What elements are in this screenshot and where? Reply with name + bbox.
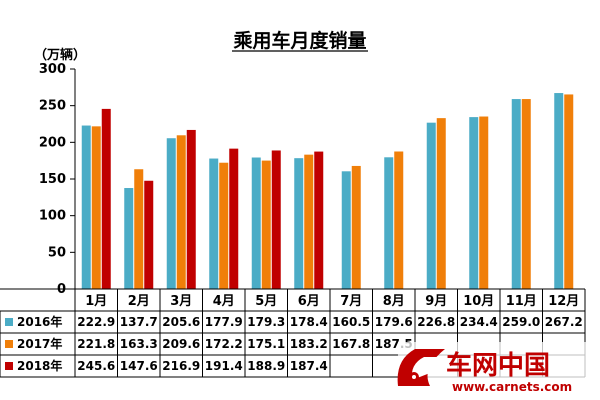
bar-2017年-5月 bbox=[261, 160, 271, 289]
bar-2016年-7月 bbox=[341, 171, 351, 289]
table-cell: 245.6 bbox=[77, 359, 115, 373]
bar-2017年-3月 bbox=[176, 135, 186, 289]
table-cell: 183.2 bbox=[290, 337, 328, 351]
table-cell: 267.2 bbox=[545, 315, 583, 329]
bar-2018年-4月 bbox=[229, 148, 239, 289]
table-cell: 205.6 bbox=[162, 315, 200, 329]
data-table: 1月 2月 3月 4月 5月 6月 7月 8月 9月 10月 11月 12月 2016年 222.9 137… bbox=[0, 288, 586, 378]
table-cell: 177.9 bbox=[205, 315, 243, 329]
category-label: 5月 bbox=[255, 294, 277, 309]
watermark-url: www.carnets.com bbox=[452, 380, 572, 394]
category-label: 12月 bbox=[548, 294, 579, 309]
bar-2017年-2月 bbox=[134, 169, 144, 289]
legend-label: 2016年 bbox=[17, 314, 62, 329]
category-label: 10月 bbox=[463, 294, 494, 309]
bar-2017年-6月 bbox=[304, 154, 314, 289]
table-cell: 175.1 bbox=[247, 337, 285, 351]
table-cell: 216.9 bbox=[162, 359, 200, 373]
bar-2017年-7月 bbox=[351, 165, 361, 289]
bar-2016年-9月 bbox=[426, 122, 436, 290]
y-tick-label: 50 bbox=[48, 245, 66, 260]
y-tick-label: 300 bbox=[39, 62, 66, 77]
bar-2017年-11月 bbox=[521, 99, 531, 289]
table-cell: 187.4 bbox=[290, 359, 328, 373]
table-cell: 167.8 bbox=[332, 337, 370, 351]
legend-swatch bbox=[5, 362, 13, 370]
bar-2017年-8月 bbox=[394, 151, 404, 289]
watermark-brand: 车网中国 bbox=[446, 350, 550, 381]
bar-2016年-8月 bbox=[384, 157, 394, 289]
legend-label: 2018年 bbox=[17, 358, 62, 373]
table-cell: 179.3 bbox=[247, 315, 285, 329]
table-cell: 137.7 bbox=[120, 315, 158, 329]
y-tick-label: 200 bbox=[39, 135, 66, 150]
bar-2017年-1月 bbox=[91, 126, 101, 289]
bar-2017年-12月 bbox=[564, 94, 574, 290]
chart-title: 乘用车月度销量 bbox=[232, 29, 366, 52]
table-cell: 188.9 bbox=[247, 359, 285, 373]
table-cell: 259.0 bbox=[502, 315, 540, 329]
bar-2018年-2月 bbox=[144, 180, 154, 289]
category-label: 4月 bbox=[213, 294, 235, 309]
bar-2016年-4月 bbox=[209, 158, 219, 289]
category-label: 3月 bbox=[170, 294, 192, 309]
table-cell: 226.8 bbox=[417, 315, 455, 329]
table-cell: 191.4 bbox=[205, 359, 243, 373]
table-cell: 221.8 bbox=[77, 337, 115, 351]
bar-2016年-12月 bbox=[554, 93, 564, 289]
bar-2018年-3月 bbox=[186, 129, 196, 289]
watermark: 车网中国 www.carnets.com bbox=[397, 342, 594, 398]
category-label: 2月 bbox=[128, 294, 150, 309]
category-label: 1月 bbox=[85, 294, 107, 309]
bar-2018年-5月 bbox=[271, 150, 281, 289]
table-cell: 234.4 bbox=[460, 315, 498, 329]
legend-swatch bbox=[5, 340, 13, 348]
category-label: 7月 bbox=[340, 294, 362, 309]
bar-2016年-10月 bbox=[469, 117, 479, 290]
y-tick-label: 250 bbox=[39, 99, 66, 114]
table-cell: 179.6 bbox=[375, 315, 413, 329]
bar-2017年-9月 bbox=[436, 118, 446, 289]
table-cell: 147.6 bbox=[120, 359, 158, 373]
y-axis-unit: （万辆） bbox=[34, 47, 86, 63]
bar-2016年-5月 bbox=[251, 157, 261, 289]
table-cell: 222.9 bbox=[77, 315, 115, 329]
bar-2017年-10月 bbox=[479, 116, 489, 290]
bar-2016年-3月 bbox=[166, 138, 176, 289]
y-tick-label: 150 bbox=[39, 172, 66, 187]
bar-2018年-6月 bbox=[314, 151, 324, 289]
table-cell: 172.2 bbox=[205, 337, 243, 351]
bars bbox=[81, 93, 574, 290]
bar-2016年-2月 bbox=[124, 188, 134, 289]
category-label: 11月 bbox=[506, 294, 537, 309]
bar-2016年-6月 bbox=[294, 158, 304, 289]
bar-2018年-1月 bbox=[101, 108, 111, 289]
bar-2016年-1月 bbox=[81, 125, 91, 289]
bar-2017年-4月 bbox=[219, 162, 229, 289]
category-label: 8月 bbox=[383, 294, 405, 309]
bar-2016年-11月 bbox=[511, 99, 521, 289]
table-cell: 160.5 bbox=[332, 315, 370, 329]
category-label: 9月 bbox=[425, 294, 447, 309]
table-cell: 209.6 bbox=[162, 337, 200, 351]
carnets-logo-icon bbox=[397, 349, 445, 386]
category-label: 6月 bbox=[298, 294, 320, 309]
table-cell: 178.4 bbox=[290, 315, 328, 329]
y-tick-label: 100 bbox=[39, 209, 66, 224]
legend-label: 2017年 bbox=[17, 336, 62, 351]
legend-swatch bbox=[5, 318, 13, 326]
table-cell: 163.3 bbox=[120, 337, 158, 351]
